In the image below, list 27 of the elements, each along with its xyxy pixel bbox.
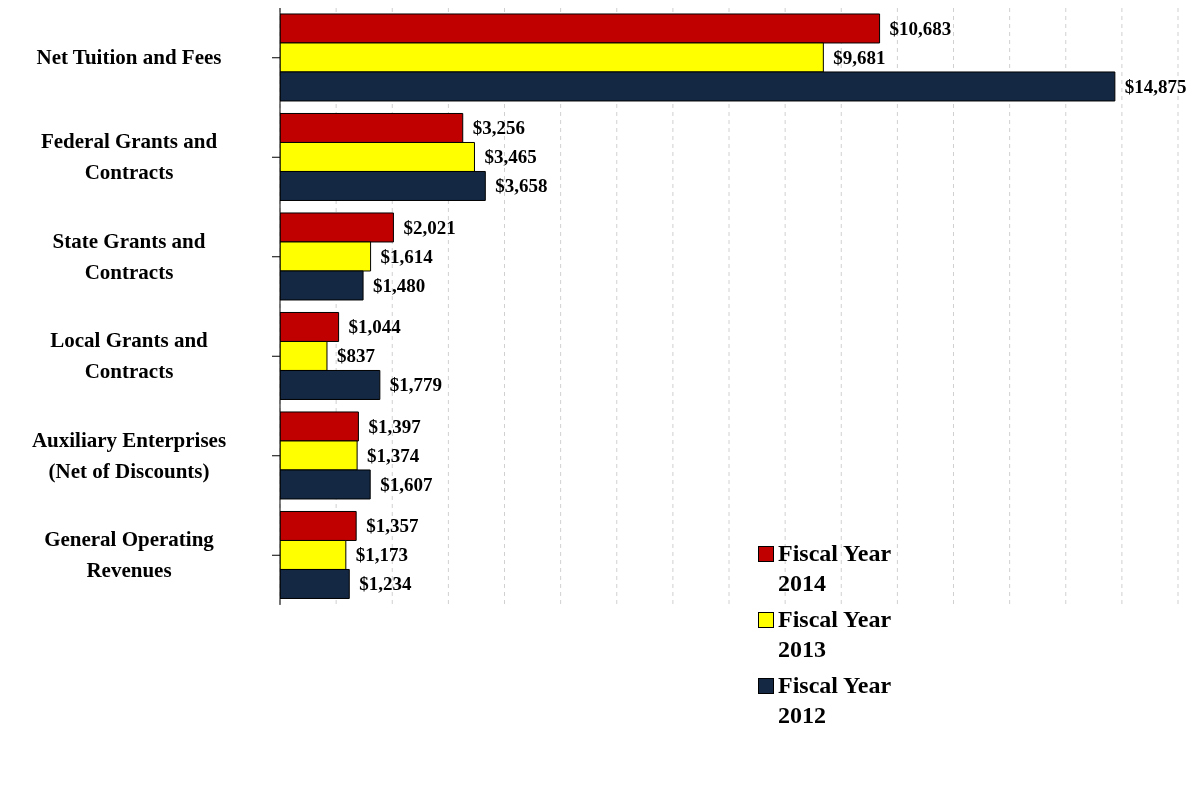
data-label: $1,357 xyxy=(366,515,419,537)
data-label: $1,173 xyxy=(355,544,409,566)
data-label: $1,607 xyxy=(380,473,433,495)
y-tick-label: State Grants and Contracts xyxy=(51,227,207,286)
data-label: $837 xyxy=(336,345,376,367)
data-label: $10,683 xyxy=(889,17,952,39)
data-label: $1,614 xyxy=(380,245,434,267)
data-label: $1,397 xyxy=(368,415,422,437)
y-tick-label: Net Tuition and Fees xyxy=(35,44,223,72)
data-label: $2,021 xyxy=(403,216,456,238)
data-label: $1,374 xyxy=(367,444,420,466)
data-label: $1,044 xyxy=(348,316,402,338)
data-label: $3,658 xyxy=(495,175,548,197)
y-tick-label: Local Grants and Contracts xyxy=(49,327,209,386)
y-tick-label: General Operating Revenues xyxy=(43,526,215,585)
data-label: $3,256 xyxy=(472,117,525,139)
data-label: $1,779 xyxy=(389,374,443,396)
data-label: $1,234 xyxy=(359,573,413,595)
y-tick-label: Federal Grants and Contracts xyxy=(39,128,219,187)
data-label: $14,875 xyxy=(1124,75,1187,97)
legend-label: Fiscal Year 2012 xyxy=(778,671,892,730)
legend-label: Fiscal Year 2014 xyxy=(778,539,892,598)
y-tick-label: Auxiliary Enterprises (Net of Discounts) xyxy=(30,426,228,485)
legend-label: Fiscal Year 2013 xyxy=(778,605,892,664)
data-label: $1,480 xyxy=(373,274,426,296)
data-label: $3,465 xyxy=(484,146,537,168)
data-label: $9,681 xyxy=(833,46,886,68)
